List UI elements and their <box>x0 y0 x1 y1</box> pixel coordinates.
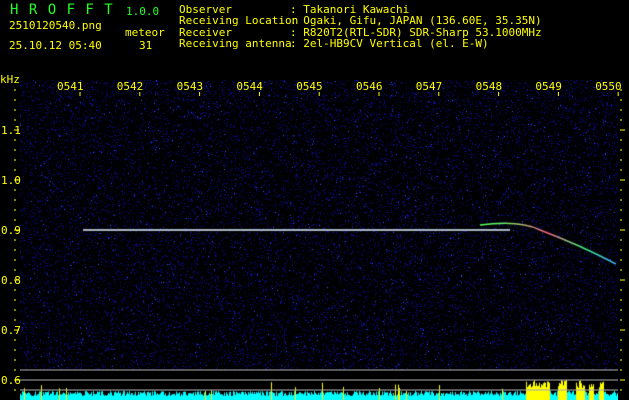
waterfall-spectrogram <box>20 80 618 400</box>
x-tick-label: 0545 <box>296 80 323 93</box>
meteor-count: 31 <box>139 39 153 52</box>
y-tick-label: 0.9 <box>1 224 21 237</box>
x-tick-label: 0547 <box>415 80 443 93</box>
info-value: : 2el-HB9CV Vertical (el. E-W) <box>290 36 489 50</box>
y-tick-label: 0.7 <box>1 324 21 337</box>
info-label: Receiving Location <box>179 14 299 28</box>
info-value: : Takanori Kawachi <box>290 3 410 16</box>
meteor-label: meteor <box>125 26 165 39</box>
x-tick-label: 0549 <box>535 80 562 93</box>
datetime: 25.10.12 05:40 <box>9 39 102 52</box>
x-tick-label: 0541 <box>57 80 84 93</box>
y-axis-unit: kHz <box>0 73 20 86</box>
info-value: : Ogaki, Gifu, JAPAN (136.60E, 35.35N) <box>290 14 542 28</box>
app-name: H R O F F T <box>10 2 114 18</box>
info-label: Observer <box>179 3 232 16</box>
y-tick-label: 1.1 <box>1 124 21 137</box>
filename: 2510120540.png <box>9 19 102 32</box>
x-tick-label: 0544 <box>236 80 263 93</box>
y-tick-label: 0.8 <box>1 274 21 287</box>
x-tick-label: 0548 <box>475 80 503 93</box>
y-tick-label: 0.6 <box>1 374 21 387</box>
x-tick-label: 0543 <box>176 80 204 93</box>
x-tick-label: 0542 <box>116 80 144 93</box>
version: 1.0.0 <box>126 5 160 18</box>
x-tick-label: 0550 <box>595 80 622 93</box>
y-tick-label: 1.0 <box>1 174 21 187</box>
info-label: Receiving antenna <box>179 36 292 50</box>
x-tick-label: 0546 <box>356 80 383 93</box>
info-label: Receiver <box>179 25 232 39</box>
info-value: : R820T2(RTL-SDR) SDR-Sharp 53.1000MHz <box>290 25 542 39</box>
